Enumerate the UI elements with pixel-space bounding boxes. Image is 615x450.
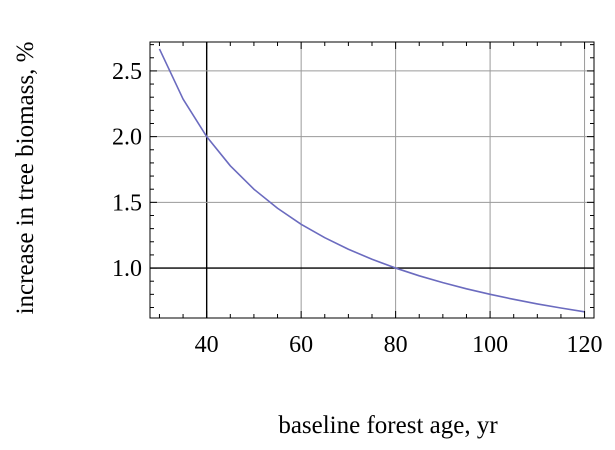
x-tick-label-100: 100 <box>472 332 508 358</box>
x-tick-label-40: 40 <box>195 332 219 358</box>
x-tick-label-60: 60 <box>289 332 313 358</box>
x-tick-label-80: 80 <box>384 332 408 358</box>
y-tick-label-2-0: 2.0 <box>112 125 142 151</box>
x-tick-label-120: 120 <box>567 332 603 358</box>
plot-frame-border <box>149 41 595 319</box>
y-tick-label-1-0: 1.0 <box>112 256 142 282</box>
series-line-0 <box>158 48 585 313</box>
y-tick-label-2-5: 2.5 <box>112 59 142 85</box>
y-axis-label: increase in tree biomass, % <box>12 42 39 315</box>
ticks: 40 60 80 100 120 1.0 1.5 2.0 2.5 <box>112 42 603 358</box>
y-tick-label-1-5: 1.5 <box>112 190 142 216</box>
series-layer <box>158 48 585 313</box>
grid <box>150 42 594 318</box>
plot-frame <box>149 41 595 319</box>
x-axis-label: baseline forest age, yr <box>278 412 498 439</box>
